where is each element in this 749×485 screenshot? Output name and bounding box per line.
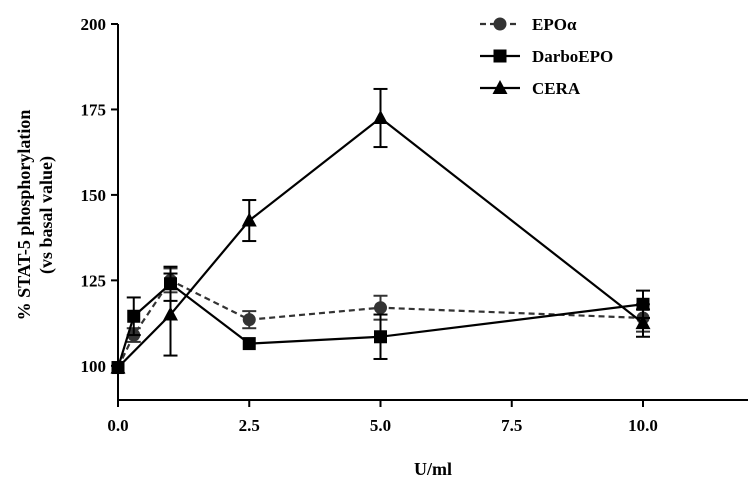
data-point [374,301,387,315]
series-square [111,265,650,375]
data-point [374,330,387,344]
data-point [635,315,651,330]
data-point [127,309,141,323]
legend-marker [493,49,507,63]
data-point [242,313,256,327]
y-tick-label: 200 [81,15,107,34]
y-axis-title: % STAT-5 phosphorylation (vs basal value… [14,110,57,321]
x-axis-title: U/ml [414,459,452,479]
y-axis-title-line1: % STAT-5 phosphorylation [14,110,34,321]
legend-label: DarboEPO [532,47,613,66]
y-tick-label: 125 [81,271,107,290]
legend-label: EPOα [532,15,577,34]
series-line [116,282,644,368]
y-axis-title-line2: (vs basal value) [36,156,57,274]
x-tick-label: 2.5 [239,416,260,435]
y-tick-label: 100 [81,357,107,376]
data-point [241,212,257,227]
legend: EPOα DarboEPO CERA [480,15,613,98]
data-point [163,306,178,321]
y-tick-label: 150 [81,186,107,205]
y-tick-label: 175 [81,100,107,119]
legend-marker [493,17,507,31]
data-point [110,359,126,374]
legend-label: CERA [532,79,581,98]
x-tick-label: 0.0 [107,416,128,435]
series-triangle [110,87,651,374]
x-tick-label: 5.0 [370,416,391,435]
legend-marker [492,80,508,94]
data-point [636,297,650,311]
x-tick-label: 7.5 [501,416,522,435]
data-point [242,337,256,351]
x-tick-label: 10.0 [628,416,658,435]
data-point [373,110,388,124]
plot-area: 100 125 150 175 200 0.0 2.5 5.0 7.5 10.0 [81,15,748,435]
